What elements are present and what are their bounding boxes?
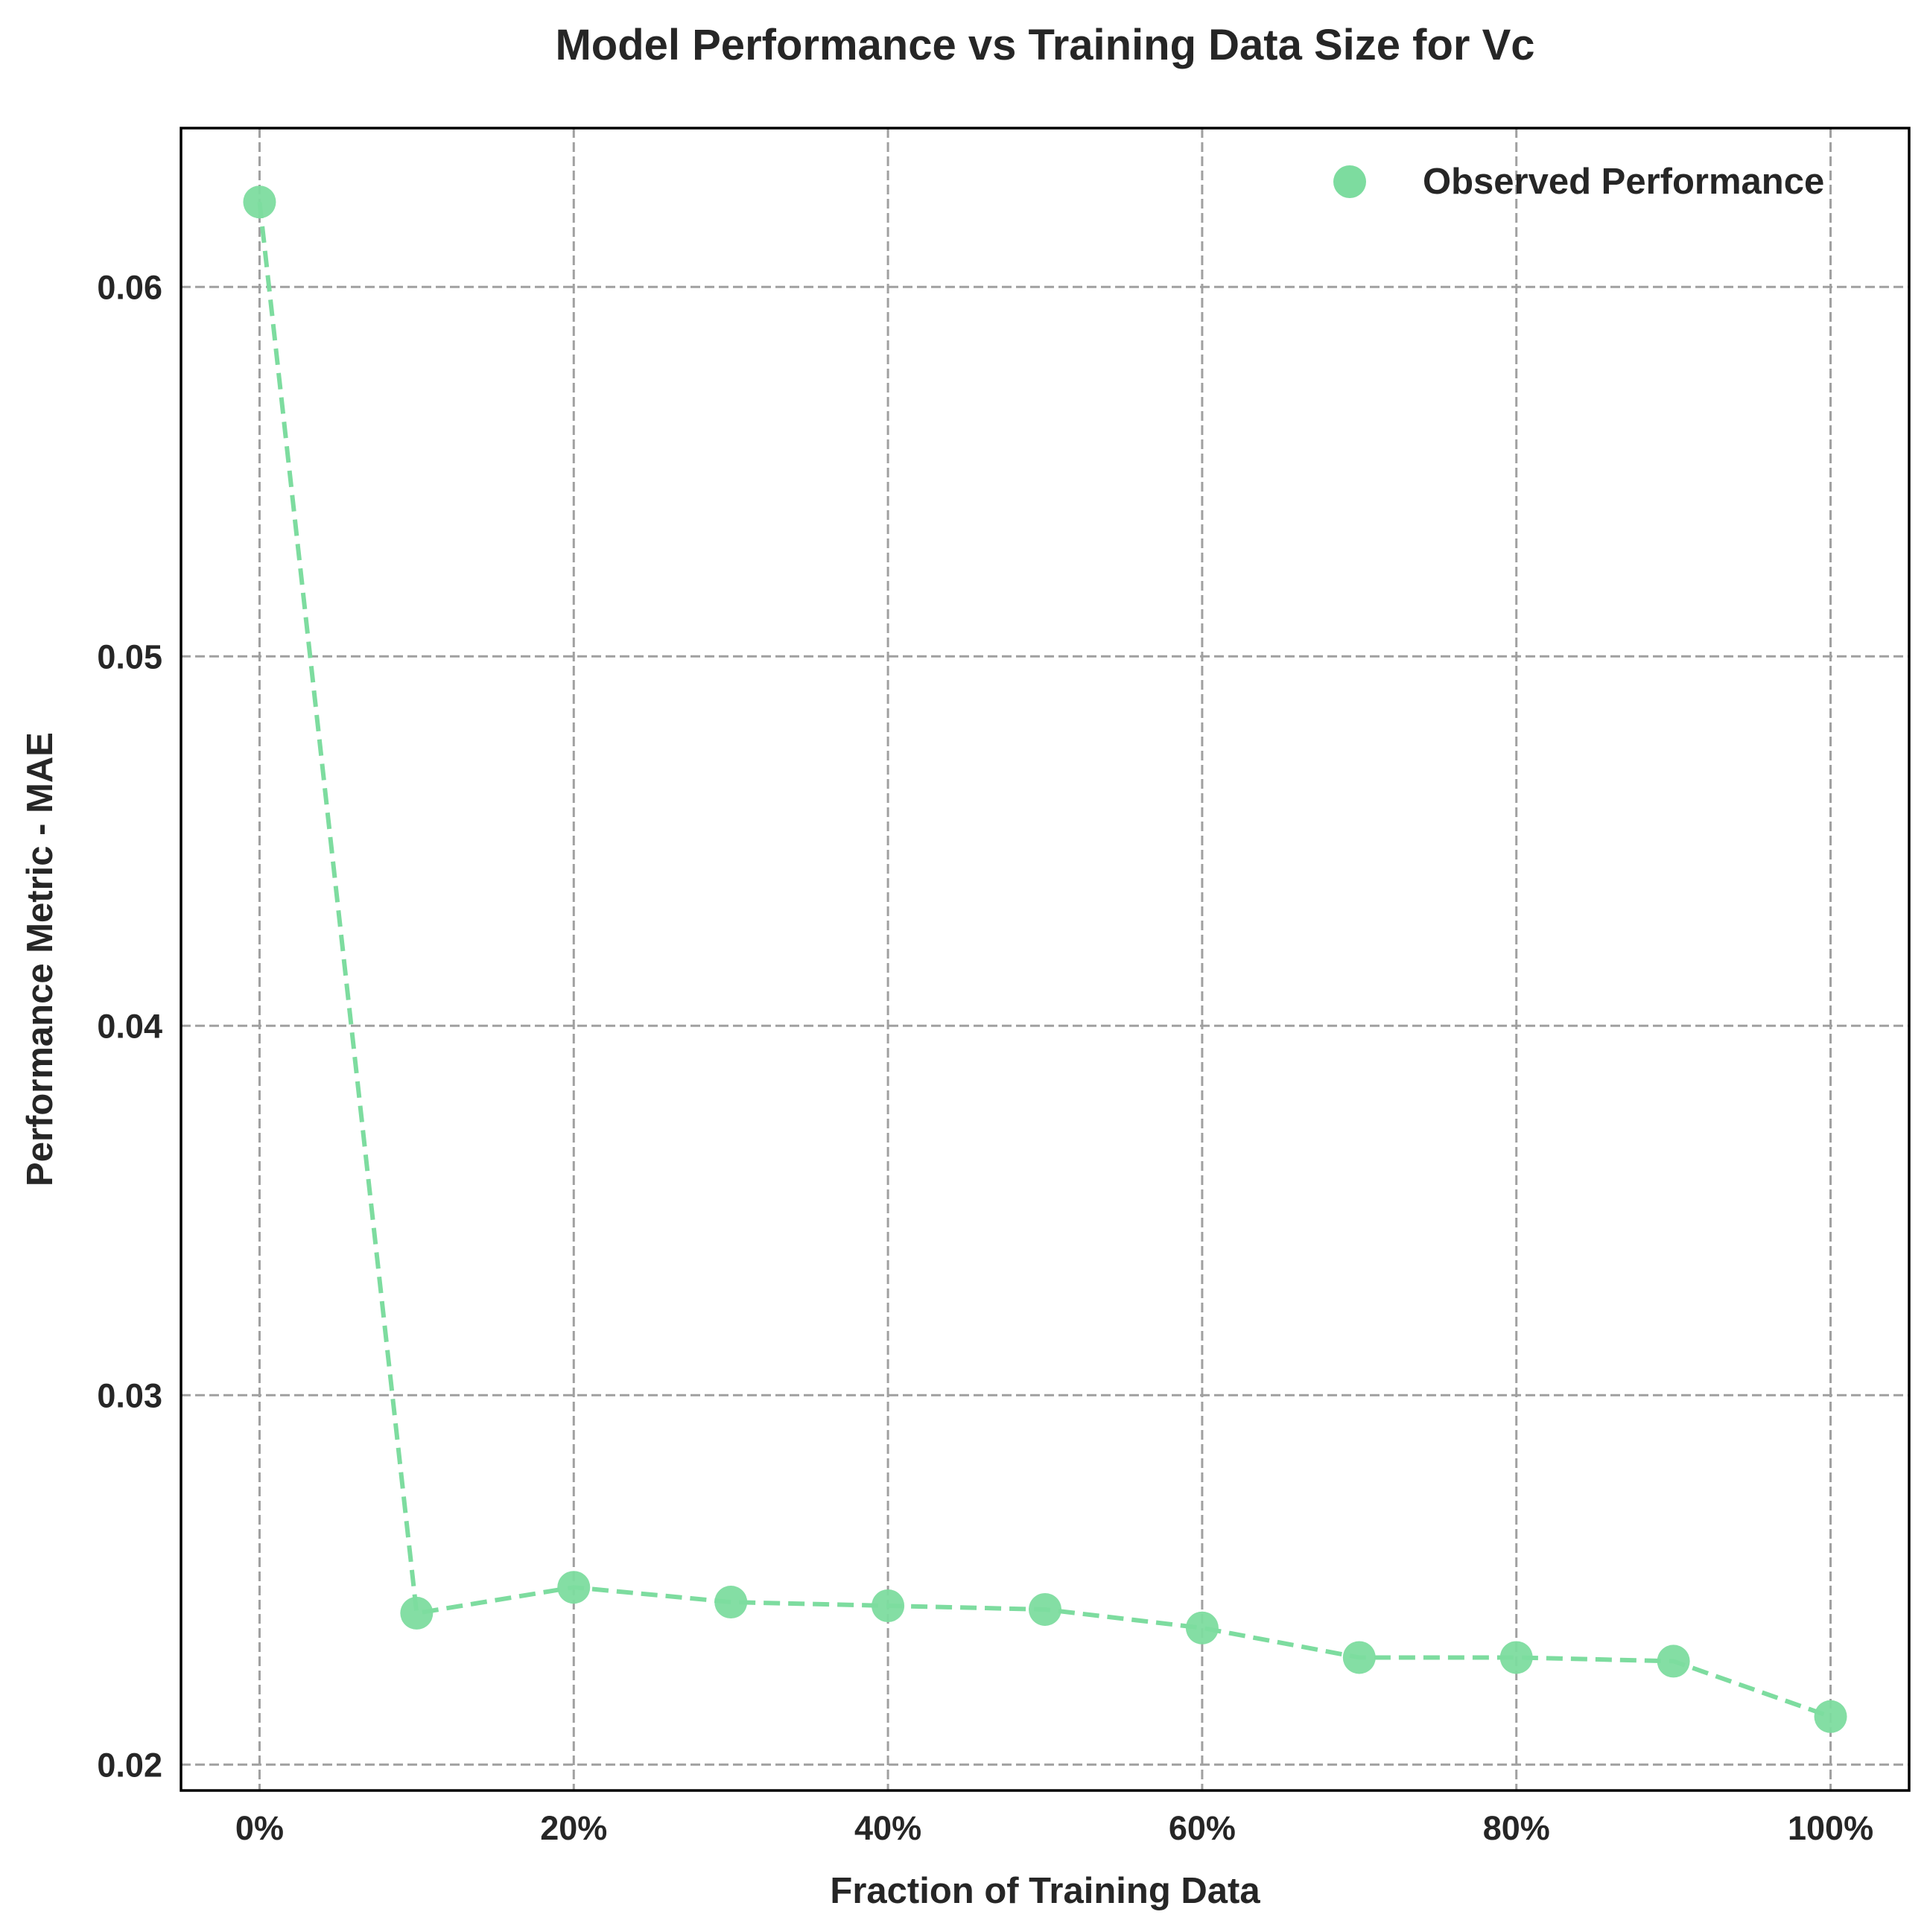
plot-frame: [180, 127, 1911, 1792]
data-point: [1029, 1592, 1061, 1626]
data-point: [1499, 1641, 1533, 1674]
data-point: [1814, 1700, 1847, 1733]
y-axis-label: Performance Metric - MAE: [20, 732, 60, 1186]
data-point: [872, 1589, 905, 1622]
x-tick-label: 100%: [1788, 1809, 1873, 1847]
data-point: [400, 1596, 434, 1630]
chart-title: Model Performance vs Training Data Size …: [555, 21, 1534, 69]
y-tick-label: 0.02: [97, 1746, 162, 1784]
tick-labels: 0% 20% 40% 60% 80% 100% 0.02 0.03 0.04 0.05 0.06: [97, 268, 1873, 1847]
series-layer: [243, 185, 1847, 1733]
data-point: [243, 185, 276, 219]
x-tick-label: 80%: [1483, 1809, 1550, 1847]
x-tick-label: 60%: [1169, 1809, 1236, 1847]
y-tick-label: 0.06: [97, 268, 162, 306]
x-tick-label: 40%: [854, 1809, 921, 1847]
data-point: [1342, 1641, 1376, 1674]
legend-marker: [1333, 165, 1366, 198]
data-point: [1657, 1645, 1690, 1678]
y-tick-label: 0.05: [97, 638, 162, 676]
x-tick-label: 20%: [540, 1809, 607, 1847]
grid: [181, 128, 1909, 1790]
legend: Observed Performance: [1333, 162, 1824, 202]
data-point: [1185, 1611, 1219, 1645]
data-point: [557, 1571, 591, 1604]
x-tick-label: 0%: [235, 1809, 284, 1847]
y-tick-label: 0.03: [97, 1376, 162, 1414]
data-point: [714, 1586, 748, 1619]
y-tick-label: 0.04: [97, 1007, 162, 1045]
legend-label: Observed Performance: [1423, 162, 1824, 202]
x-axis-label: Fraction of Training Data: [830, 1871, 1260, 1911]
